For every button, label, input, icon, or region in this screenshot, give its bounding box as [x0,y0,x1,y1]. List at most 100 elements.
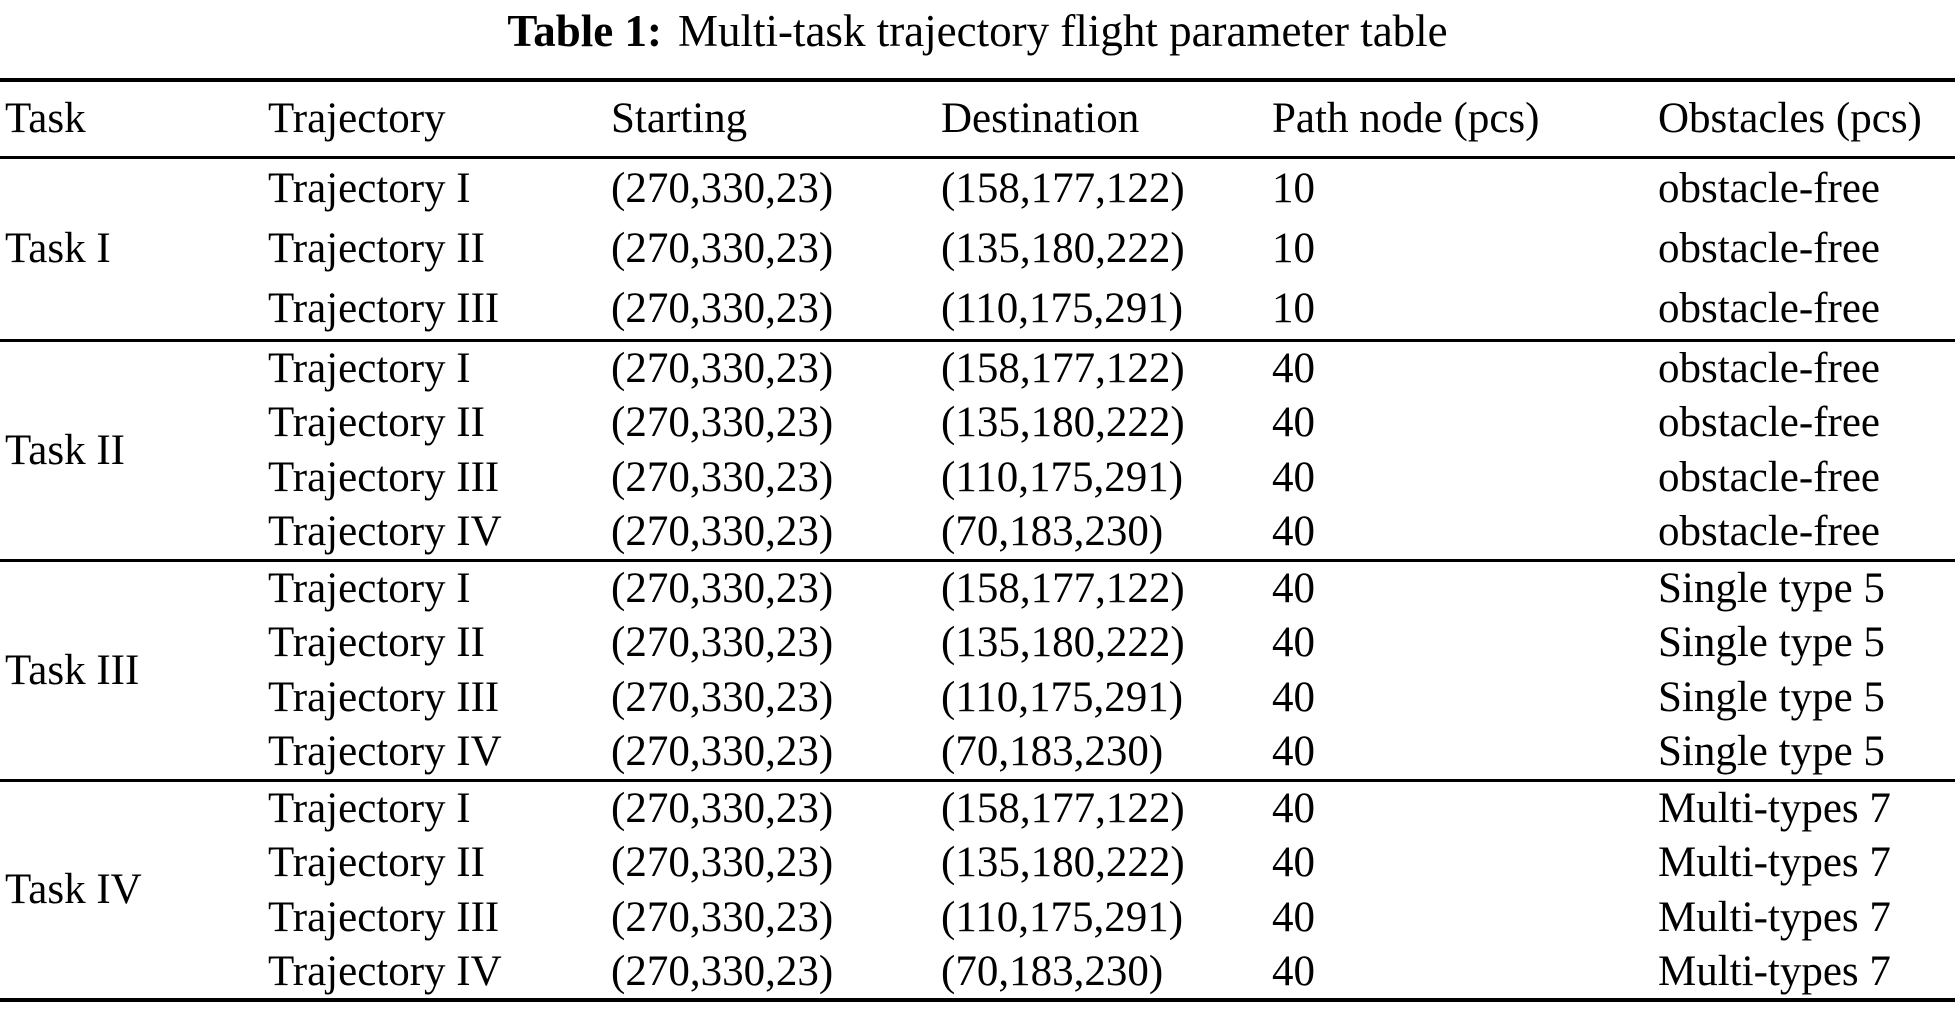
destination-cell: (158,177,122) [941,164,1185,212]
obstacles-cell: obstacle-free [1658,344,1881,392]
column-header-task: Task [5,95,86,143]
table-row: Trajectory II (270,330,23) (135,180,222) 40… [0,615,1955,670]
trajectory-cell: Trajectory II [268,619,485,666]
starting-cell: (270,330,23) [611,508,834,556]
column-header-destination: Destination [941,95,1140,143]
destination-cell: (135,180,222) [941,619,1185,666]
destination-cell: (70,183,230) [941,728,1164,776]
destination-cell: (70,183,230) [941,508,1164,556]
trajectory-cell: Trajectory I [268,344,471,392]
table-row: Trajectory II (270,330,23) (135,180,222) 40… [0,835,1955,890]
starting-cell: (270,330,23) [611,225,834,272]
destination-cell: (110,175,291) [941,454,1184,501]
column-header-trajectory: Trajectory [268,95,446,143]
starting-cell: (270,330,23) [611,894,834,941]
obstacles-cell: Single type 5 [1658,564,1885,612]
obstacles-cell: Multi-types 7 [1658,894,1891,941]
trajectory-cell: Trajectory IV [268,948,502,995]
trajectory-cell: Trajectory I [268,784,471,832]
obstacles-cell: obstacle-free [1658,225,1881,272]
trajectory-cell: Trajectory III [268,285,500,333]
table-row: Task III Trajectory I (270,330,23) (158,177… [0,560,1955,694]
path-node-cell: 10 [1272,225,1315,272]
destination-cell: (158,177,122) [941,784,1185,832]
task-group: Task I Trajectory I (270,330,23) (158,177,1… [0,157,1955,340]
obstacles-cell: Multi-types 7 [1658,948,1891,995]
task-group: Task II Trajectory I (270,330,23) (158,177,… [0,340,1955,560]
table-caption-text: Multi-task trajectory flight parameter t… [677,6,1448,56]
obstacles-cell: obstacle-free [1658,508,1881,556]
task-cell: Task IV [5,866,142,914]
task-cell: Task I [5,225,111,272]
starting-cell: (270,330,23) [611,948,834,995]
path-node-cell: 40 [1272,894,1315,941]
header-row: Task Trajectory Starting Destination Pat… [0,80,1955,157]
starting-cell: (270,330,23) [611,164,834,212]
destination-cell: (110,175,291) [941,285,1184,333]
table-row: Task II Trajectory I (270,330,23) (158,177,… [0,340,1955,474]
obstacles-cell: obstacle-free [1658,399,1881,446]
starting-cell: (270,330,23) [611,619,834,666]
trajectory-cell: Trajectory I [268,564,471,612]
destination-cell: (158,177,122) [941,564,1185,612]
starting-cell: (270,330,23) [611,399,834,446]
starting-cell: (270,330,23) [611,344,834,392]
path-node-cell: 40 [1272,839,1315,886]
column-header-path-node: Path node (pcs) [1272,95,1540,143]
obstacles-cell: Multi-types 7 [1658,784,1891,832]
trajectory-cell: Trajectory II [268,399,485,446]
starting-cell: (270,330,23) [611,839,834,886]
trajectory-cell: Trajectory III [268,674,500,721]
column-header-starting: Starting [611,95,748,143]
table-header: Task Trajectory Starting Destination Pat… [0,80,1955,157]
destination-cell: (110,175,291) [941,894,1184,941]
table-row: Trajectory IV (270,330,23) (70,183,230) 40 S… [0,725,1955,780]
obstacles-cell: Single type 5 [1658,728,1885,776]
path-node-cell: 40 [1272,344,1315,392]
column-header-obstacles: Obstacles (pcs) [1658,95,1922,143]
obstacles-cell: obstacle-free [1658,164,1881,212]
path-node-cell: 40 [1272,619,1315,666]
table-caption: Table 1: Multi-task trajectory flight par… [0,0,1955,56]
path-node-cell: 40 [1272,784,1315,832]
destination-cell: (135,180,222) [941,225,1185,272]
starting-cell: (270,330,23) [611,784,834,832]
path-node-cell: 40 [1272,454,1315,501]
path-node-cell: 40 [1272,674,1315,721]
table-row: Trajectory II (270,330,23) (135,180,222) 10… [0,218,1955,279]
obstacles-cell: Single type 5 [1658,674,1885,721]
destination-cell: (70,183,230) [941,948,1164,995]
table-row: Trajectory III (270,330,23) (110,175,291) 4… [0,670,1955,725]
table-row: Task IV Trajectory I (270,330,23) (158,177,… [0,780,1955,914]
trajectory-cell: Trajectory IV [268,728,502,776]
trajectory-cell: Trajectory II [268,839,485,886]
task-group: Task IV Trajectory I (270,330,23) (158,177,… [0,780,1955,1000]
table-row: Trajectory IV (270,330,23) (70,183,230) 40 M… [0,945,1955,1000]
path-node-cell: 40 [1272,399,1315,446]
obstacles-cell: obstacle-free [1658,285,1881,333]
path-node-cell: 10 [1272,285,1315,333]
obstacles-cell: obstacle-free [1658,454,1881,501]
trajectory-cell: Trajectory IV [268,508,502,556]
destination-cell: (110,175,291) [941,674,1184,721]
destination-cell: (135,180,222) [941,399,1185,446]
destination-cell: (158,177,122) [941,344,1185,392]
path-node-cell: 10 [1272,164,1315,212]
table-row: Trajectory III (270,330,23) (110,175,291) 4… [0,450,1955,505]
table-caption-label: Table 1: [507,6,662,56]
table-row: Trajectory IV (270,330,23) (70,183,230) 40 o… [0,505,1955,560]
path-node-cell: 40 [1272,508,1315,556]
starting-cell: (270,330,23) [611,454,834,501]
trajectory-cell: Trajectory III [268,894,500,941]
destination-cell: (135,180,222) [941,839,1185,886]
task-cell: Task II [5,426,125,474]
obstacles-cell: Multi-types 7 [1658,839,1891,886]
starting-cell: (270,330,23) [611,674,834,721]
task-group: Task III Trajectory I (270,330,23) (158,177… [0,560,1955,780]
trajectory-cell: Trajectory III [268,454,500,501]
table-row: Trajectory III (270,330,23) (110,175,291) 1… [0,279,1955,340]
path-node-cell: 40 [1272,728,1315,776]
starting-cell: (270,330,23) [611,564,834,612]
trajectory-cell: Trajectory I [268,164,471,212]
